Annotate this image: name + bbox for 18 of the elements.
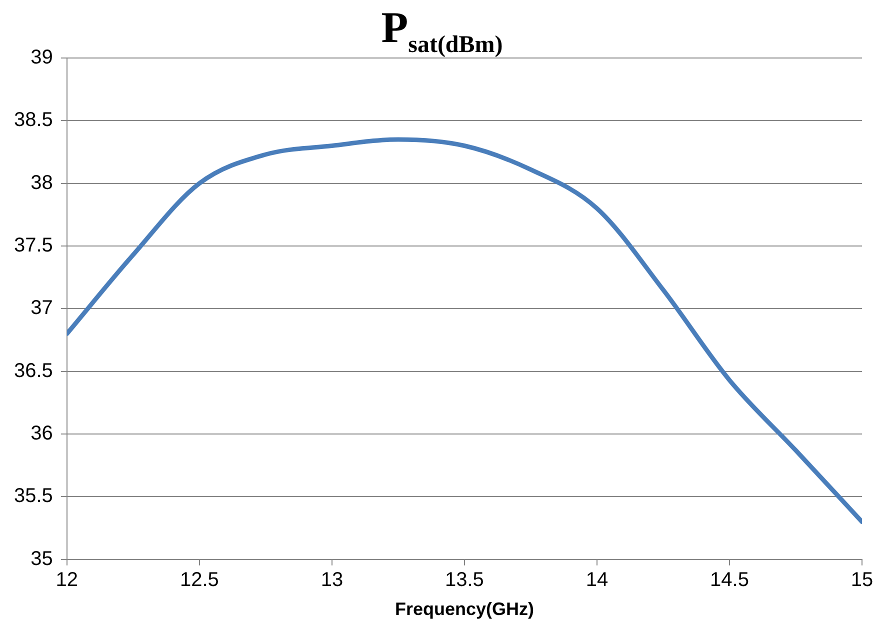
x-tick-label: 15 xyxy=(850,568,874,591)
y-tick-label: 39 xyxy=(30,46,53,69)
x-tick-label: 14.5 xyxy=(710,568,749,591)
y-tick-label: 37 xyxy=(30,297,53,320)
chart-title: P$_{sat(dBm)}$ xyxy=(381,3,503,58)
y-tick-label: 36 xyxy=(30,422,53,445)
x-tick-label: 14 xyxy=(586,568,608,591)
y-tick-label: 35.5 xyxy=(14,485,53,508)
y-tick-label: 35 xyxy=(30,548,53,570)
x-tick-label: 12.5 xyxy=(180,568,219,591)
y-tick-label: 37.5 xyxy=(14,234,53,257)
x-tick-label: 13 xyxy=(320,568,344,591)
x-axis-title: Frequency(GHz) xyxy=(394,599,534,620)
x-tick-label: 12 xyxy=(56,568,78,591)
y-tick-label: 38.5 xyxy=(14,109,53,132)
y-tick-label: 38 xyxy=(30,172,53,194)
y-tick-label: 36.5 xyxy=(14,360,53,382)
x-tick-label: 13.5 xyxy=(444,568,484,591)
